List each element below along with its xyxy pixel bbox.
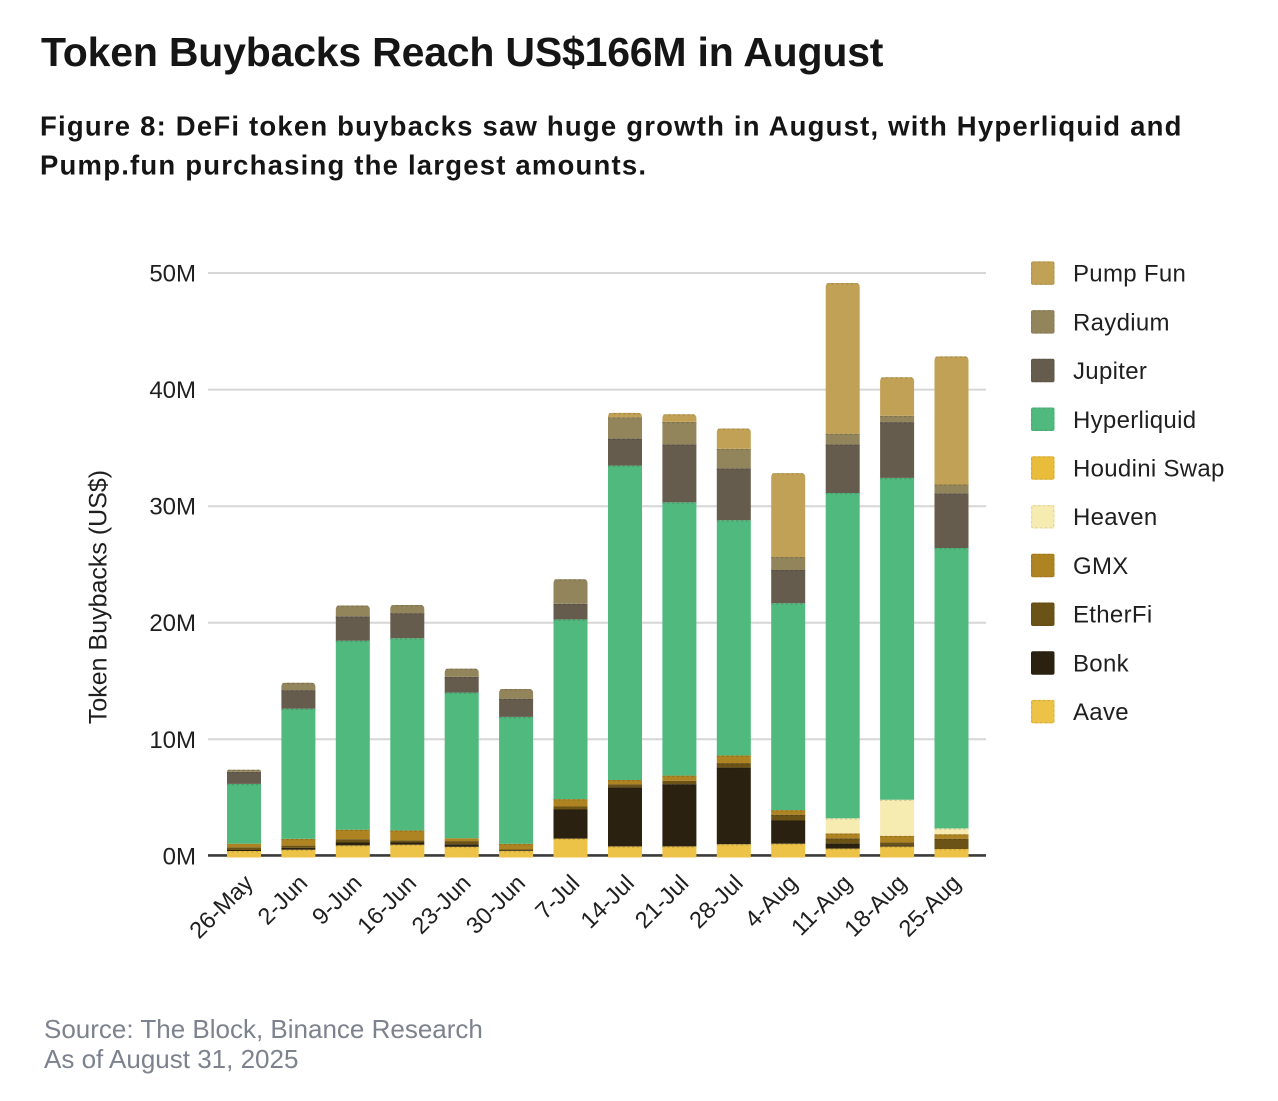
svg-text:Heaven: Heaven (1073, 504, 1158, 531)
svg-text:Token Buybacks Reach US$166M i: Token Buybacks Reach US$166M in August (41, 29, 884, 75)
svg-text:Pump.fun purchasing the larges: Pump.fun purchasing the largest amounts. (40, 150, 647, 181)
svg-text:20M: 20M (149, 610, 196, 637)
svg-text:Raydium: Raydium (1073, 309, 1170, 336)
svg-text:Hyperliquid: Hyperliquid (1073, 407, 1196, 434)
svg-text:As of August 31, 2025: As of August 31, 2025 (44, 1044, 298, 1074)
svg-text:EtherFi: EtherFi (1073, 602, 1152, 629)
svg-text:10M: 10M (149, 727, 196, 754)
svg-text:Pump Fun: Pump Fun (1073, 261, 1186, 288)
svg-text:Source: The Block, Binance Res: Source: The Block, Binance Research (44, 1014, 483, 1044)
svg-text:50M: 50M (149, 261, 196, 288)
svg-text:Figure 8: DeFi token buybacks: Figure 8: DeFi token buybacks saw huge g… (40, 111, 1183, 142)
svg-text:GMX: GMX (1073, 553, 1129, 580)
svg-text:0M: 0M (163, 843, 196, 870)
svg-text:Aave: Aave (1073, 699, 1129, 726)
svg-text:Bonk: Bonk (1073, 650, 1130, 677)
svg-text:Jupiter: Jupiter (1073, 358, 1147, 385)
svg-text:Token Buybacks (US$): Token Buybacks (US$) (85, 470, 113, 724)
svg-text:40M: 40M (149, 377, 196, 404)
svg-text:30M: 30M (149, 494, 196, 521)
svg-text:Houdini Swap: Houdini Swap (1073, 456, 1225, 483)
